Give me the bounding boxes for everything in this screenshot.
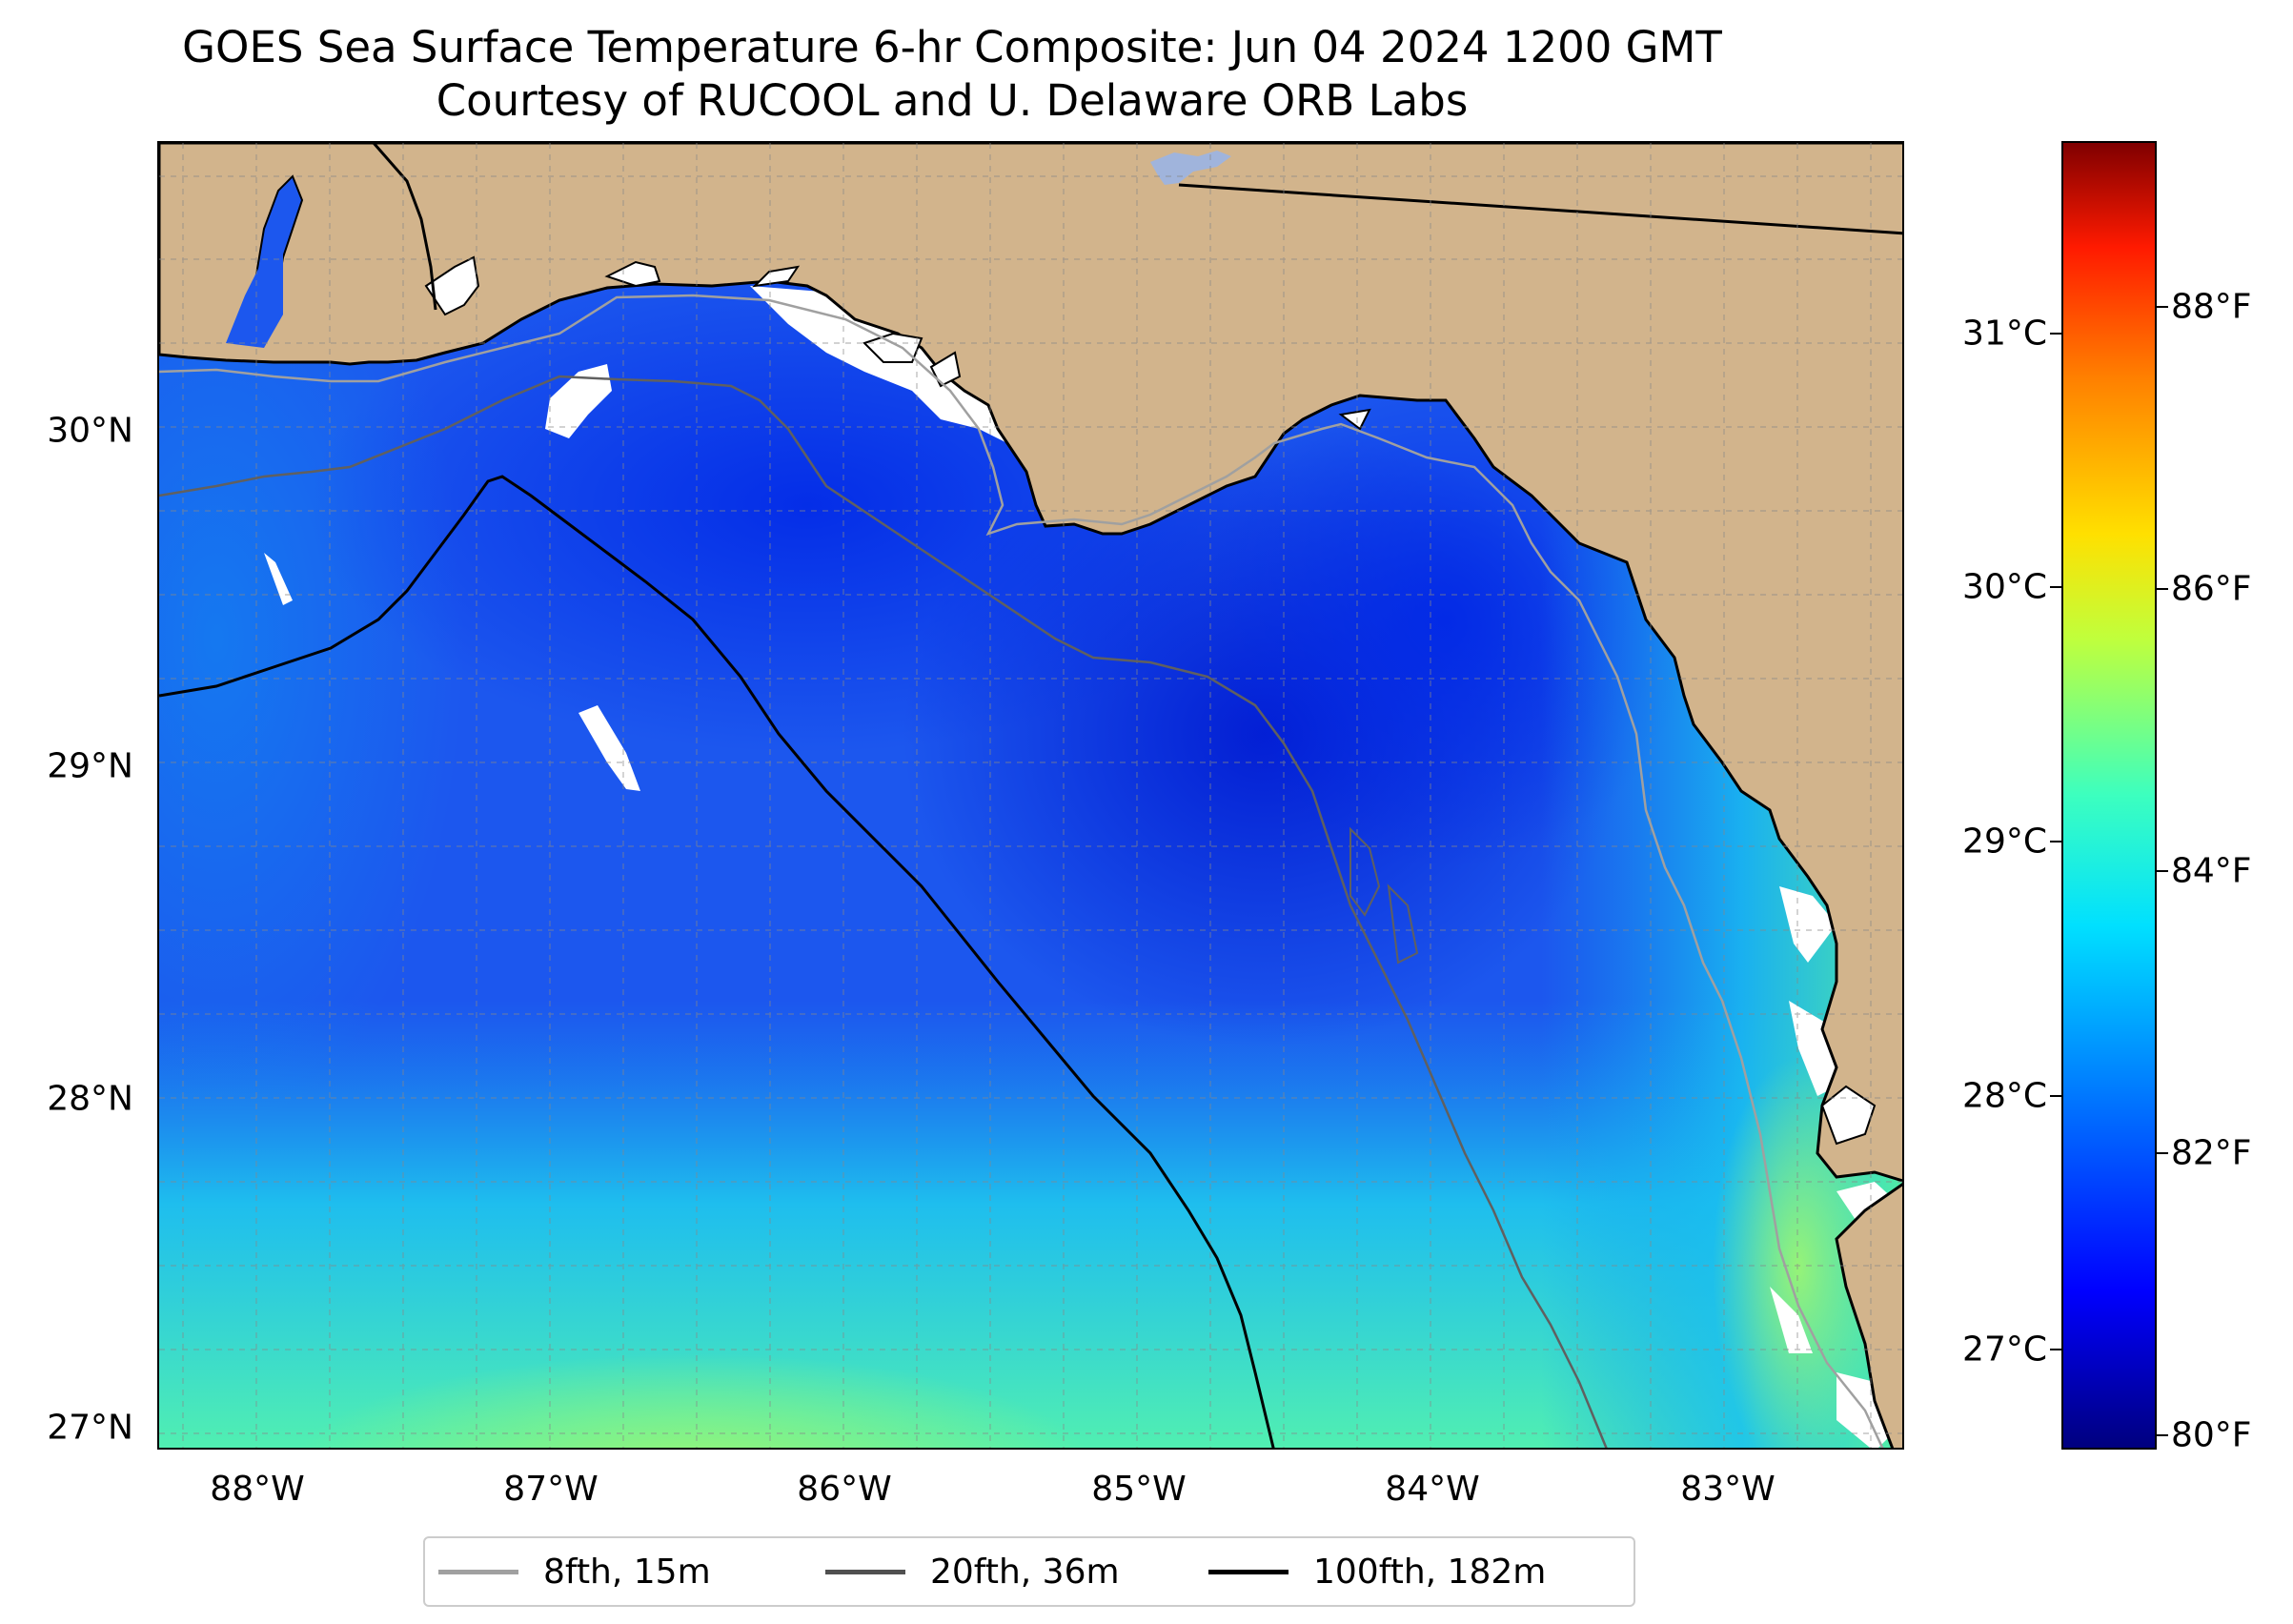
colorbar-label-28c: 28°C [1962, 1076, 2047, 1116]
colorbar-label-80f: 80°F [2171, 1415, 2252, 1455]
lon-label-84w: 84°W [1385, 1470, 1480, 1509]
legend-item-8fth: 8fth, 15m [438, 1538, 711, 1605]
colorbar [2061, 141, 2157, 1450]
colorbar-label-86f: 86°F [2171, 569, 2252, 609]
colorbar-label-82f: 82°F [2171, 1133, 2252, 1173]
lon-label-86w: 86°W [797, 1470, 892, 1509]
lat-label-27n: 27°N [47, 1408, 133, 1448]
legend-label-20fth: 20fth, 36m [930, 1552, 1120, 1592]
lon-label-85w: 85°W [1091, 1470, 1187, 1509]
colorbar-label-88f: 88°F [2171, 287, 2252, 327]
lat-label-28n: 28°N [47, 1079, 133, 1119]
legend-swatch-20fth [825, 1569, 905, 1574]
legend-swatch-100fth [1208, 1569, 1289, 1574]
legend-label-100fth: 100fth, 182m [1313, 1552, 1547, 1592]
legend-item-100fth: 100fth, 182m [1208, 1538, 1546, 1605]
colorbar-label-30c: 30°C [1962, 567, 2047, 607]
legend-item-20fth: 20fth, 36m [825, 1538, 1120, 1605]
legend-swatch-8fth [438, 1569, 518, 1574]
lat-label-29n: 29°N [47, 746, 133, 786]
legend-label-8fth: 8fth, 15m [543, 1552, 711, 1592]
lon-label-87w: 87°W [503, 1470, 599, 1509]
lat-label-30n: 30°N [47, 411, 133, 451]
chart-title: GOES Sea Surface Temperature 6-hr Compos… [182, 22, 1722, 72]
colorbar-label-84f: 84°F [2171, 851, 2252, 891]
legend: 8fth, 15m 20fth, 36m 100fth, 182m [423, 1536, 1635, 1607]
chart-subtitle: Courtesy of RUCOOL and U. Delaware ORB L… [436, 75, 1469, 126]
colorbar-label-29c: 29°C [1962, 822, 2047, 862]
lon-label-88w: 88°W [210, 1470, 305, 1509]
colorbar-label-27c: 27°C [1962, 1330, 2047, 1370]
colorbar-label-31c: 31°C [1962, 314, 2047, 354]
lon-label-83w: 83°W [1680, 1470, 1776, 1509]
sst-map [157, 141, 1904, 1450]
